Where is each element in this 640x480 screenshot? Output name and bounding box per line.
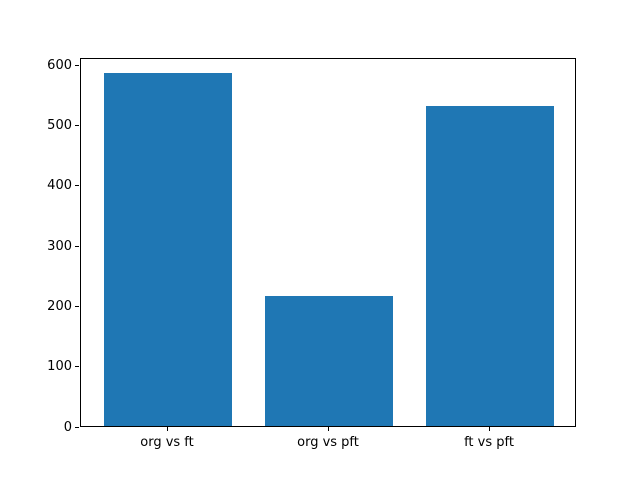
bar-org-vs-pft — [264, 296, 394, 426]
plot-area — [80, 58, 576, 427]
y-tick-mark — [75, 185, 79, 187]
y-tick-mark — [75, 426, 79, 428]
x-tick-label: org vs ft — [140, 435, 194, 450]
y-tick-label: 0 — [63, 419, 72, 435]
bar-org-vs-ft — [103, 73, 233, 426]
y-tick-label: 500 — [47, 118, 72, 133]
y-tick-label: 100 — [47, 359, 72, 375]
y-tick-label: 200 — [47, 298, 72, 314]
y-tick-label: 400 — [47, 178, 72, 194]
x-tick-mark — [327, 427, 329, 431]
y-tick-mark — [75, 245, 79, 247]
x-tick-mark — [166, 427, 168, 431]
y-tick-label: 600 — [47, 57, 72, 73]
y-tick-mark — [75, 64, 79, 66]
y-tick-mark — [75, 125, 79, 126]
y-tick-label: 300 — [47, 238, 72, 254]
bar-ft-vs-pft — [425, 105, 555, 426]
x-tick-label: org vs pft — [297, 435, 359, 450]
x-tick-label: ft vs pft — [464, 435, 514, 450]
y-tick-mark — [75, 366, 79, 368]
x-tick-mark — [488, 427, 490, 431]
y-tick-mark — [75, 305, 79, 307]
